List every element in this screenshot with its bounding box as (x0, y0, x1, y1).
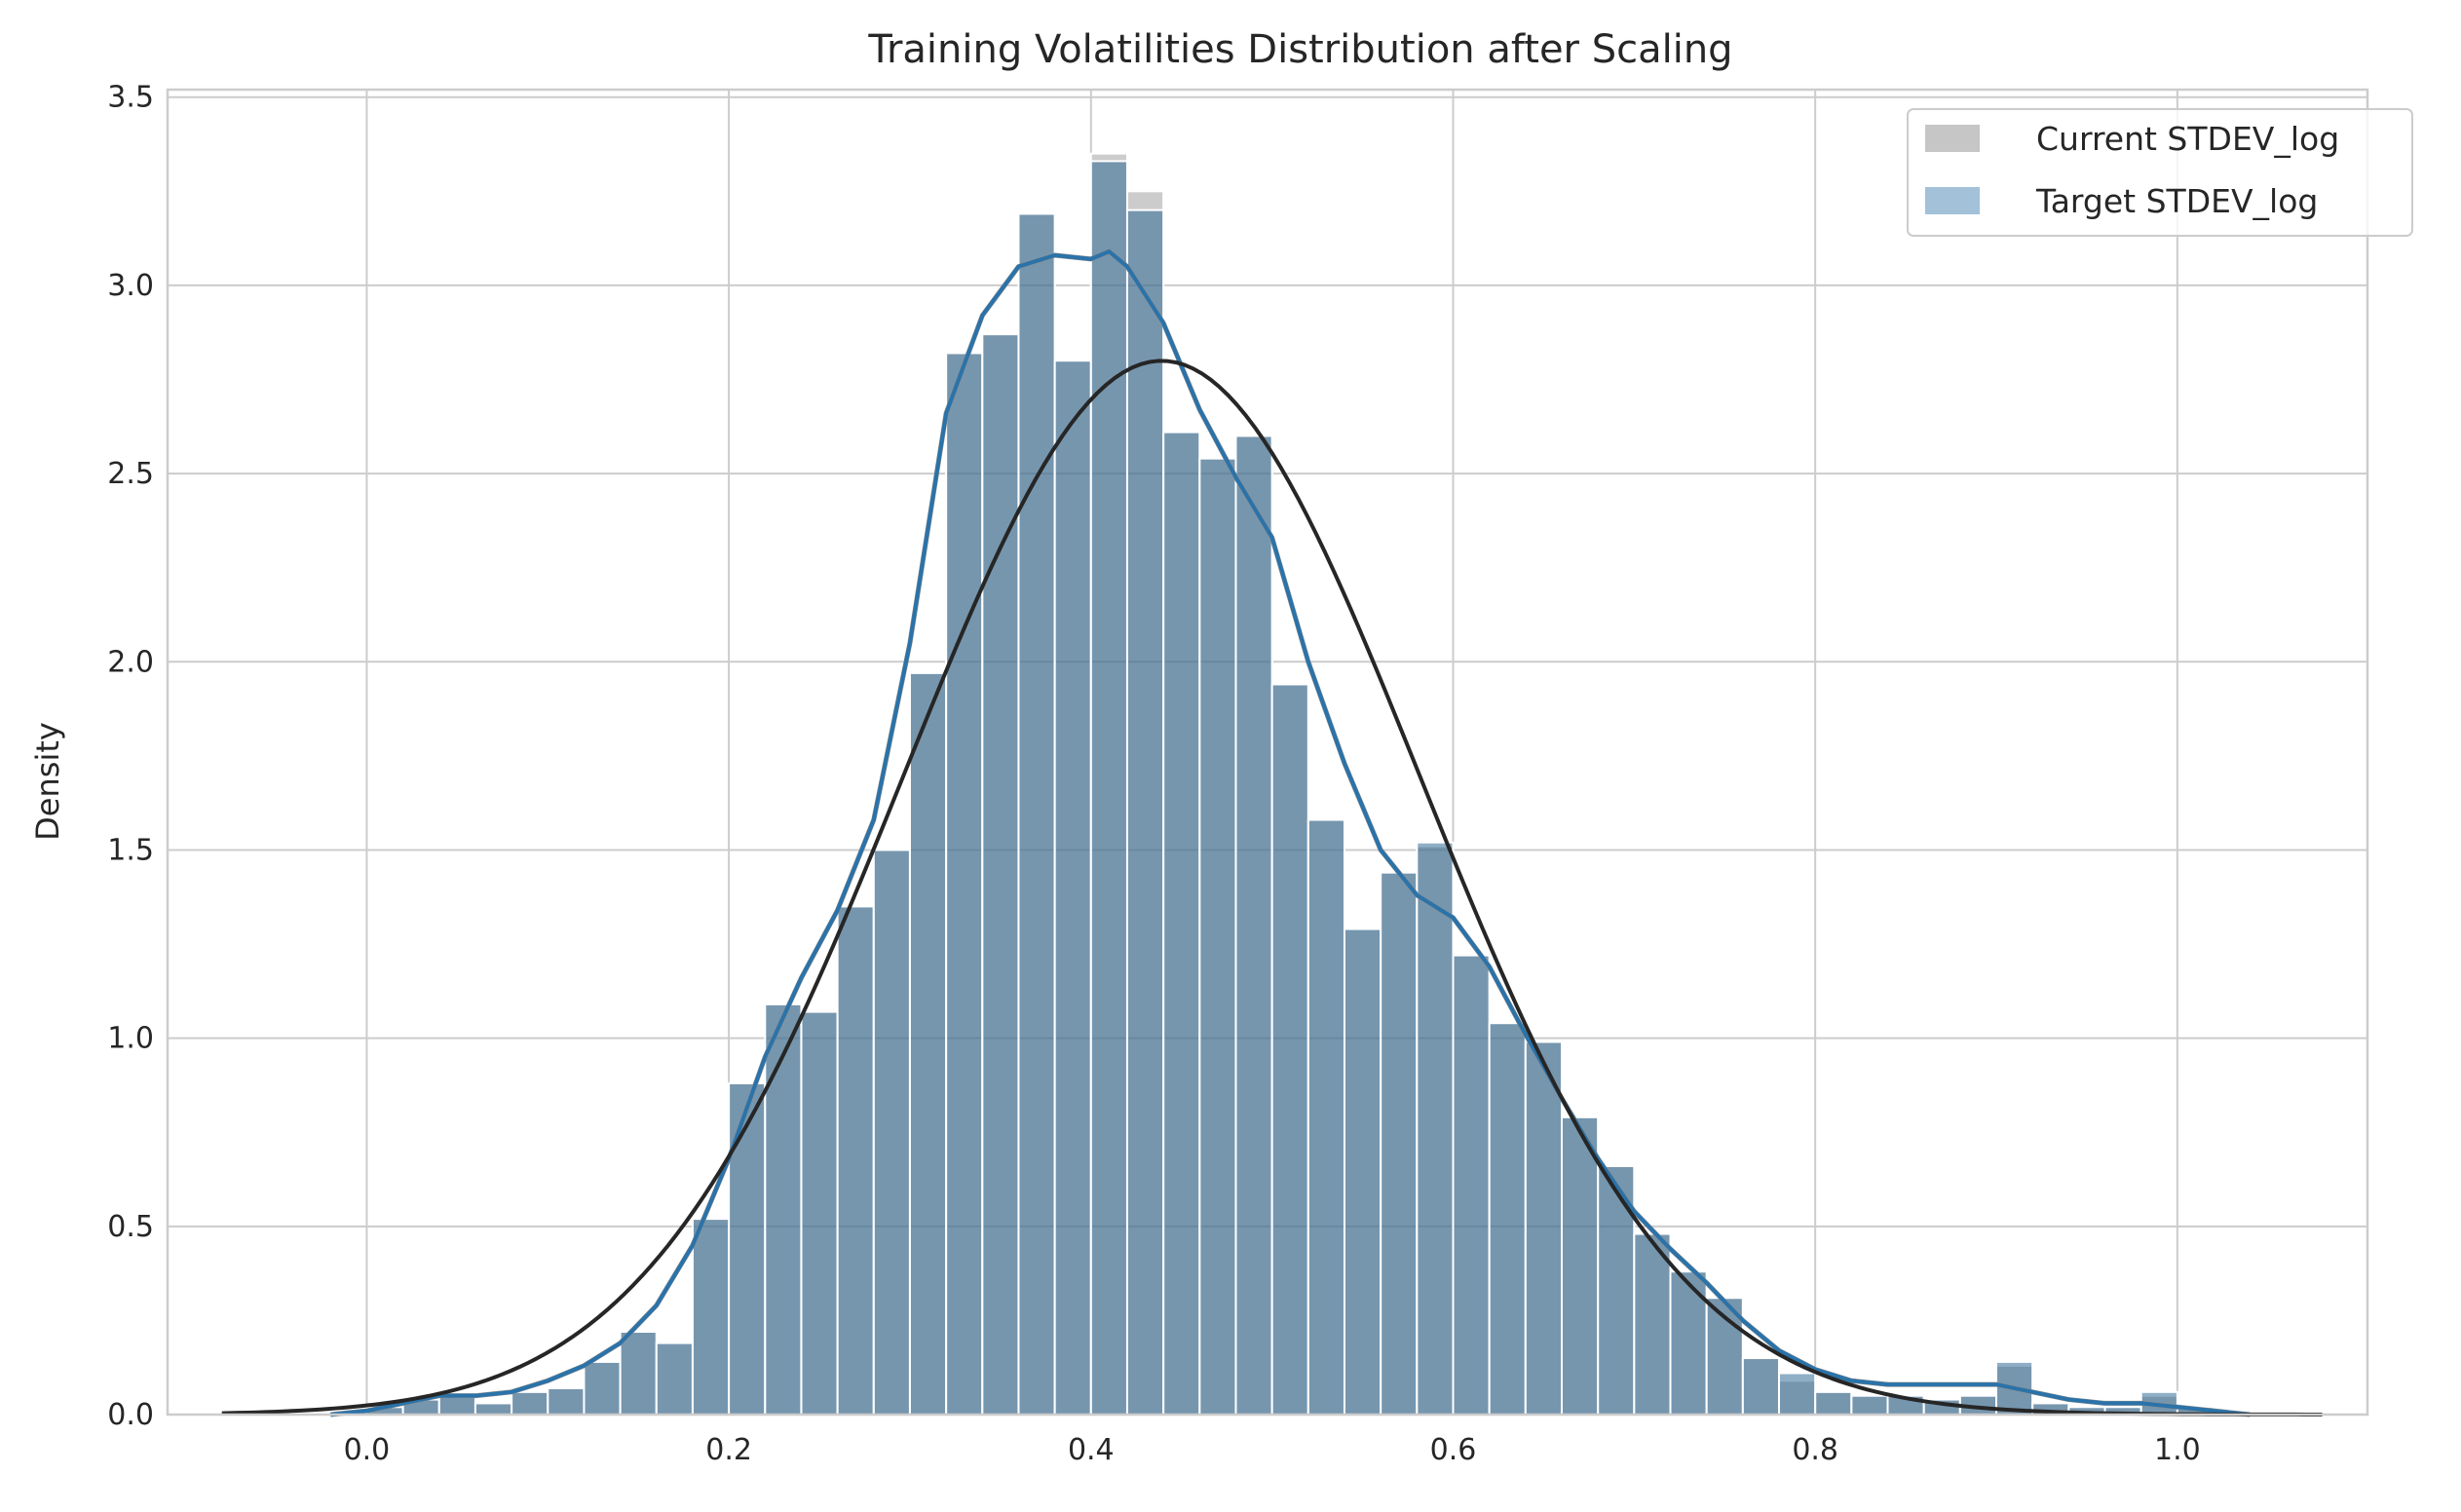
grid-lines (168, 90, 2367, 1416)
target-bar (583, 1360, 622, 1416)
legend-swatch-current (1925, 125, 1980, 152)
target-bar (655, 1342, 694, 1417)
axes-border (166, 88, 2369, 1417)
x-tick-label: 0.0 (344, 1433, 391, 1467)
target-bar (1125, 208, 1165, 1417)
target-bar (728, 1082, 767, 1416)
y-axis-title: Density (29, 722, 66, 841)
legend: Current STDEV_log Target STDEV_log (1907, 108, 2413, 237)
target-bar (836, 905, 875, 1416)
target-bar (945, 352, 984, 1416)
x-tick-label: 0.2 (705, 1433, 752, 1467)
target-bar (1452, 954, 1491, 1416)
target-bar (764, 1002, 803, 1416)
target-bar (1850, 1394, 1889, 1416)
target-bar (1306, 818, 1345, 1416)
target-bar (1380, 871, 1419, 1416)
target-bar (1089, 160, 1128, 1417)
legend-frame (1907, 108, 2413, 237)
target-bar (981, 333, 1020, 1416)
target-bar (547, 1386, 586, 1417)
target-bar (1488, 1022, 1527, 1416)
x-tick-label: 0.6 (1430, 1433, 1477, 1467)
y-tick-label: 0.0 (107, 1398, 154, 1432)
x-axis-ticks: 0.0 0.2 0.4 0.6 0.8 1.0 (344, 1433, 2201, 1467)
y-tick-label: 3.5 (107, 81, 154, 115)
legend-label-target: Target STDEV_log (2035, 182, 2318, 220)
target-bar (1162, 431, 1201, 1417)
target-kde-line (330, 249, 2251, 1417)
axes-frame (166, 88, 2369, 1417)
y-tick-label: 3.0 (107, 269, 154, 303)
target-bar (1814, 1390, 1853, 1417)
y-tick-label: 2.0 (107, 645, 154, 679)
target-bar (1234, 435, 1273, 1417)
target-bar (1343, 927, 1382, 1416)
target-bar (1778, 1372, 1817, 1416)
legend-label-current: Current STDEV_log (2036, 120, 2339, 158)
target-bar (1017, 212, 1056, 1416)
curve-lines (221, 248, 2323, 1418)
target-bar (1198, 457, 1237, 1416)
legend-swatch-target (1925, 187, 1980, 214)
chart-title: Training Volatilities Distribution after… (867, 27, 1732, 72)
x-tick-label: 1.0 (2154, 1433, 2201, 1467)
target-bar (473, 1402, 513, 1416)
target-bar (1560, 1115, 1600, 1416)
y-tick-label: 1.0 (107, 1022, 154, 1056)
normal-fit-line (221, 359, 2323, 1417)
target-bar (1270, 683, 1309, 1416)
target-bar (872, 849, 911, 1416)
x-tick-label: 0.8 (1792, 1433, 1838, 1467)
target-bar (1053, 359, 1092, 1417)
y-axis-ticks: 0.0 0.5 1.0 1.5 2.0 2.5 3.0 3.5 (107, 81, 154, 1432)
y-tick-label: 0.5 (107, 1210, 154, 1244)
x-tick-label: 0.4 (1068, 1433, 1115, 1467)
target-bar (1524, 1040, 1563, 1416)
target-bar (437, 1394, 476, 1416)
target-bar (1416, 841, 1455, 1416)
y-tick-label: 1.5 (107, 833, 154, 867)
target-bar (1669, 1270, 1708, 1416)
y-tick-label: 2.5 (107, 457, 154, 491)
target-bar (691, 1218, 731, 1417)
target-bar (908, 671, 948, 1416)
target-bar (1633, 1232, 1672, 1416)
target-bar (511, 1390, 549, 1417)
target-bar (619, 1331, 658, 1416)
target-bar (1741, 1357, 1781, 1416)
target-bar (800, 1010, 839, 1417)
